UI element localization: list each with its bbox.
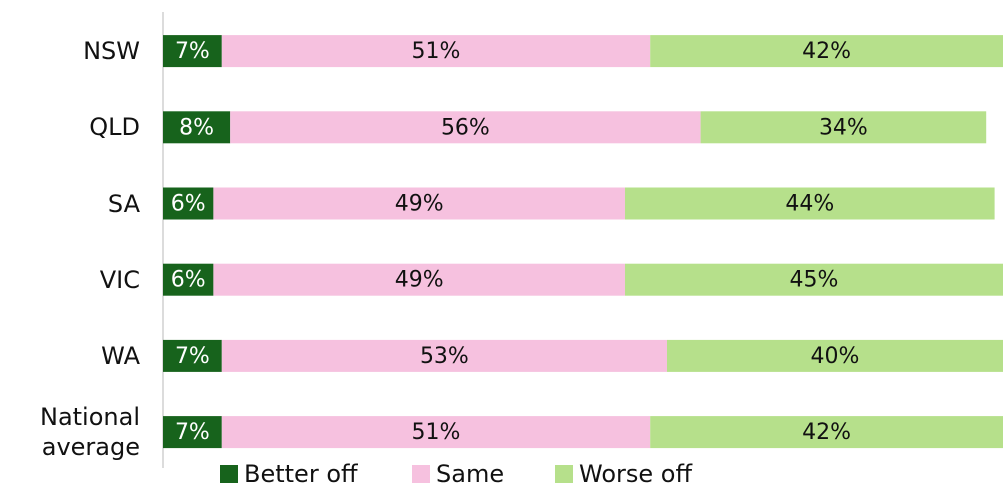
legend-label: Worse off xyxy=(579,460,692,488)
bar-segment xyxy=(213,187,625,220)
bar-segment xyxy=(221,339,668,372)
category-label: WA xyxy=(101,341,140,370)
legend-swatch xyxy=(220,465,238,483)
bar-segment xyxy=(625,187,995,220)
bar-segment xyxy=(650,416,1003,449)
bar-segment xyxy=(625,263,1003,296)
category-label: NSW xyxy=(83,37,140,66)
data-label: 51% xyxy=(412,39,461,64)
legend-label: Same xyxy=(436,460,505,488)
data-label: 51% xyxy=(412,420,461,445)
data-label: 7% xyxy=(175,39,210,64)
legend-swatch xyxy=(412,465,430,483)
data-label: 42% xyxy=(802,39,851,64)
legend-item: Worse off xyxy=(555,460,692,488)
data-label: 44% xyxy=(785,192,834,217)
bar-segment xyxy=(163,339,222,372)
legend-swatch xyxy=(555,465,573,483)
bar-segment xyxy=(221,416,651,449)
bar-segment xyxy=(163,263,214,296)
bar-segment xyxy=(213,263,625,296)
data-label: 42% xyxy=(802,420,851,445)
data-label: 6% xyxy=(171,268,206,293)
data-label: 53% xyxy=(420,344,469,369)
data-label: 40% xyxy=(811,344,860,369)
data-label: 49% xyxy=(395,268,444,293)
category-label: SA xyxy=(107,189,140,218)
legend-label: Better off xyxy=(244,460,358,488)
data-label: 6% xyxy=(171,192,206,217)
category-label: VIC xyxy=(99,265,140,294)
bar-segment xyxy=(221,35,651,68)
bar-segment xyxy=(700,111,987,144)
category-label: National average xyxy=(39,403,140,462)
data-label: 8% xyxy=(179,115,214,140)
bar-segment xyxy=(230,111,701,144)
data-label: 7% xyxy=(175,420,210,445)
legend-item: Better off xyxy=(220,460,358,488)
data-label: 56% xyxy=(441,115,490,140)
bar-segment xyxy=(163,416,222,449)
data-label: 7% xyxy=(175,344,210,369)
legend-item: Same xyxy=(412,460,504,488)
bar-segment xyxy=(650,35,1003,68)
bar-segment xyxy=(163,187,214,220)
data-label: 49% xyxy=(395,192,444,217)
category-label: QLD xyxy=(89,113,140,142)
bar-segment xyxy=(667,339,1003,372)
bar-segment xyxy=(163,111,231,144)
data-label: 34% xyxy=(819,115,868,140)
data-label: 45% xyxy=(790,268,839,293)
bar-segment xyxy=(163,35,222,68)
